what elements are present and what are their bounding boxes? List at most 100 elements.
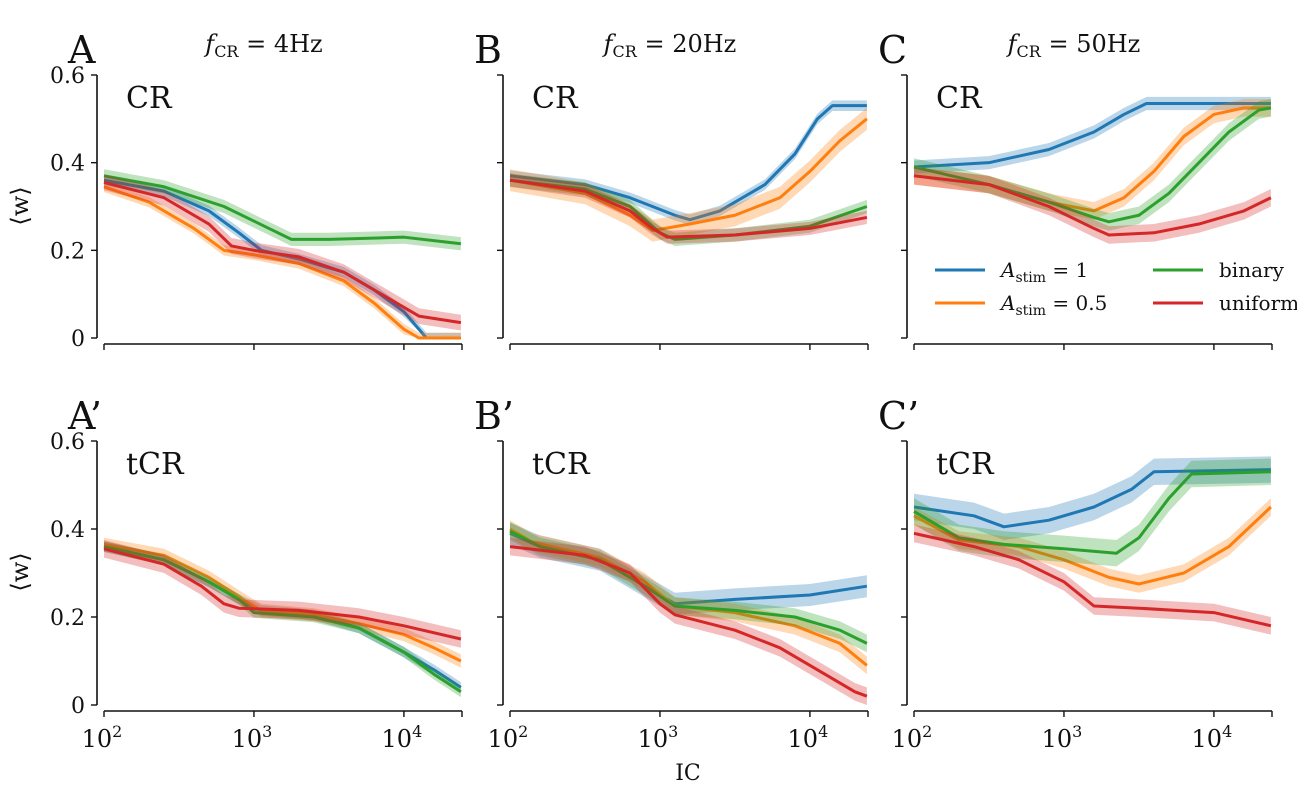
x-tick-label: 103 — [638, 722, 679, 753]
y-axis-label: ⟨w⟩ — [6, 186, 34, 225]
series-band-A_stim=1 — [914, 96, 1271, 174]
panel-name: CR — [126, 81, 173, 116]
legend-text: uniform — [1219, 291, 1297, 315]
x-tick-exponent: 2 — [518, 722, 528, 741]
panel-letter: A — [67, 28, 96, 72]
column-title: fCR = 4Hz — [203, 30, 322, 61]
panel-letter: B — [474, 28, 502, 72]
series-line-uniform — [913, 531, 1272, 628]
x-tick-base: 10 — [892, 725, 923, 753]
title-sub: CR — [1017, 42, 1042, 61]
series-line-A_stim=1 — [913, 101, 1271, 169]
x-tick-label: 103 — [232, 722, 273, 753]
title-rest: = 20Hz — [637, 30, 736, 58]
y-axis-label: ⟨w⟩ — [6, 552, 34, 591]
series-band-A_stim=1 — [510, 522, 867, 615]
series-line-A_stim=0.5 — [103, 542, 462, 663]
panel-letter: C — [878, 28, 907, 72]
series-line-A_stim=1 — [913, 468, 1271, 529]
x-tick-base: 10 — [638, 725, 669, 753]
title-sub: CR — [214, 42, 239, 61]
x-tick-label: 102 — [82, 722, 123, 753]
panel-name: CR — [532, 81, 579, 116]
legend-label: Astim = 0.5 — [999, 291, 1107, 319]
x-tick-base: 10 — [82, 725, 113, 753]
x-tick-label: 104 — [382, 722, 423, 753]
series-line-A_stim=0.5 — [103, 185, 461, 340]
x-tick-label: 102 — [892, 722, 933, 753]
x-tick-exponent: 4 — [412, 722, 422, 741]
legend-label: uniform — [1219, 291, 1297, 315]
series-line-A_stim=0.5 — [509, 117, 868, 233]
series-line-binary — [103, 545, 462, 694]
legend-sub: stim — [1015, 270, 1046, 286]
y-tick-label: 0.6 — [50, 430, 85, 455]
series-line-binary — [913, 106, 1272, 224]
series-line-A_stim=1 — [509, 104, 867, 222]
x-tick-exponent: 4 — [818, 722, 828, 741]
x-tick-exponent: 3 — [668, 722, 678, 741]
x-tick-exponent: 3 — [1072, 722, 1082, 741]
x-tick-base: 10 — [382, 725, 413, 753]
series-band-binary — [914, 99, 1271, 231]
legend-sub: stim — [1015, 303, 1046, 319]
series-line-uniform — [913, 174, 1272, 237]
x-tick-exponent: 4 — [1222, 722, 1232, 741]
series-band-A_stim=0.5 — [914, 498, 1271, 593]
series-line-A_stim=1 — [103, 178, 461, 340]
series-line-uniform — [103, 180, 462, 325]
panel-name: tCR — [126, 447, 185, 482]
series-band-binary — [510, 522, 867, 653]
column-title: fCR = 50Hz — [1006, 30, 1141, 61]
y-tick-label: 0.4 — [50, 152, 85, 177]
y-tick-label: 0.2 — [50, 239, 85, 264]
x-tick-base: 10 — [788, 725, 819, 753]
y-tick-label: 0 — [71, 694, 85, 719]
legend-rest: = 1 — [1046, 258, 1088, 282]
column-title: fCR = 20Hz — [602, 30, 737, 61]
y-tick-label: 0.2 — [50, 606, 85, 631]
series-band-uniform — [914, 524, 1271, 635]
panel-name: tCR — [532, 447, 591, 482]
series-line-uniform — [509, 545, 868, 698]
x-tick-base: 10 — [1042, 725, 1073, 753]
series-line-uniform — [103, 547, 462, 641]
title-sub: CR — [613, 42, 638, 61]
x-axis-label: IC — [675, 761, 701, 786]
y-tick-label: 0.4 — [50, 518, 85, 543]
series-band-A_stim=0.5 — [510, 107, 867, 242]
legend-label: binary — [1219, 258, 1285, 282]
x-tick-label: 104 — [1192, 722, 1233, 753]
x-tick-label: 103 — [1042, 722, 1083, 753]
legend-label: Astim = 1 — [999, 258, 1088, 286]
panel-name: CR — [936, 81, 983, 116]
series-band-uniform — [914, 167, 1271, 244]
x-tick-base: 10 — [1192, 725, 1223, 753]
legend-rest: = 0.5 — [1046, 291, 1107, 315]
series-band-A_stim=1 — [104, 541, 461, 693]
title-rest: = 4Hz — [238, 30, 322, 58]
x-tick-label: 102 — [488, 722, 529, 753]
series-band-uniform — [104, 540, 461, 648]
series-band-binary — [510, 173, 867, 246]
legend-text: binary — [1219, 258, 1285, 282]
panel-letter: C’ — [878, 394, 919, 438]
legend-text: A — [999, 291, 1015, 315]
series-band-uniform — [510, 537, 867, 705]
x-tick-base: 10 — [232, 725, 263, 753]
series-line-binary — [103, 174, 462, 246]
series-line-binary — [913, 470, 1271, 555]
series-band-binary — [104, 541, 461, 698]
title-rest: = 50Hz — [1041, 30, 1140, 58]
series-line-uniform — [509, 178, 868, 239]
y-tick-label: 0 — [71, 327, 85, 352]
x-tick-exponent: 3 — [262, 722, 272, 741]
legend-text: A — [999, 258, 1015, 282]
